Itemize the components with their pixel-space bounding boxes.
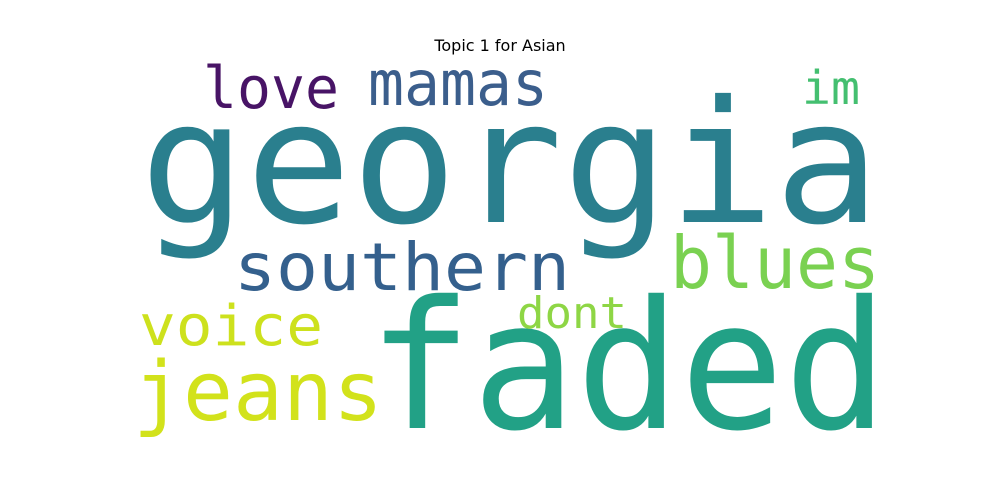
word-faded: faded <box>368 263 888 470</box>
word-mamas: mamas <box>368 47 548 120</box>
word-georgia: georgia <box>140 65 880 263</box>
word-voice: voice <box>139 294 323 359</box>
word-love: love <box>203 54 339 122</box>
word-jeans: jeans <box>133 345 383 440</box>
word-dont: dont <box>517 288 627 339</box>
word-blues: blues <box>670 221 880 305</box>
word-southern: southern <box>234 229 570 306</box>
chart-title: Topic 1 for Asian <box>434 36 566 55</box>
word-im: im <box>802 61 860 115</box>
